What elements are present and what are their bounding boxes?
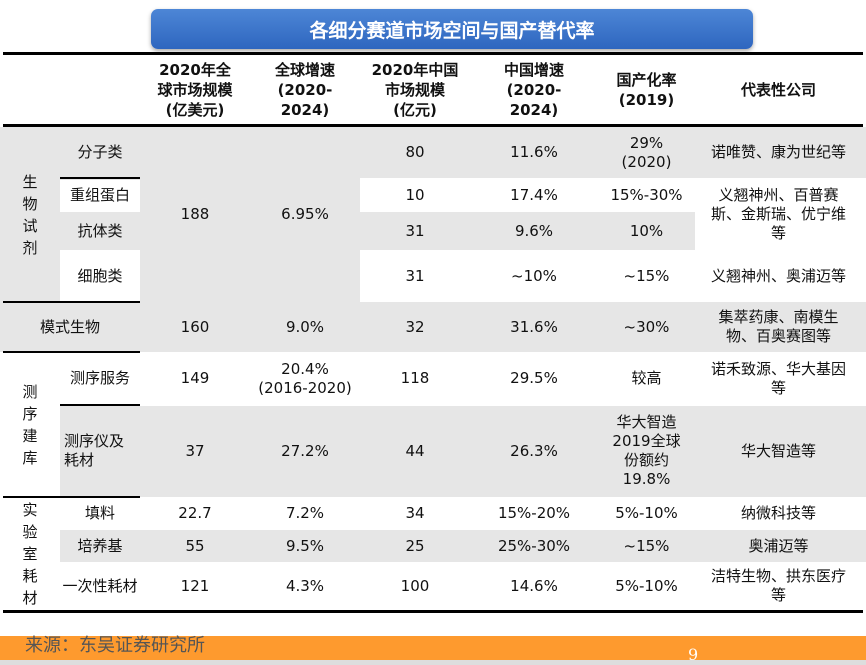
cell-model-cn-size: 32 — [405, 317, 425, 336]
cell-cell-cn-growth: ~10% — [511, 266, 557, 285]
row-name-cell: 细胞类 — [77, 266, 123, 285]
cell-molecular-cn-size: 80 — [405, 143, 425, 161]
cell-model-companies: 集萃药康、南模生物、百奥赛图等 — [718, 308, 839, 345]
cell-molecular-companies: 诺唯赞、康为世纪等 — [710, 143, 846, 161]
row-name-seqinst: 测序仪及耗材 — [64, 432, 125, 469]
cell-seqsvc-companies: 诺禾致源、华大基因等 — [710, 359, 846, 397]
cell-disposable-domestic: 5%-10% — [615, 576, 678, 595]
row-name-molecular: 分子类 — [77, 143, 123, 161]
cell-disposable-cn-size: 100 — [400, 576, 430, 595]
group-lab: 实验室耗材 — [22, 500, 38, 607]
cell-seqinst-cn-size: 44 — [405, 441, 425, 460]
row-name-disposable: 一次性耗材 — [62, 576, 138, 595]
header-cn-growth: 中国增速 (2020- 2024) — [503, 61, 564, 119]
header-domestic-rate: 国产化率 (2019) — [616, 71, 677, 109]
row-name-protein: 重组蛋白 — [69, 185, 130, 204]
cell-filler-domestic: 5%-10% — [615, 504, 678, 522]
cell-medium-global-size: 55 — [185, 536, 205, 555]
cell-bio-global-growth: 6.95% — [281, 205, 329, 223]
header-rule — [3, 124, 863, 127]
cell-model-global-size: 160 — [180, 317, 210, 336]
cell-seqinst-companies: 华大智造等 — [740, 441, 816, 460]
top-rule — [3, 52, 863, 55]
cell-filler-cn-growth: 15%-20% — [497, 504, 571, 522]
cell-medium-cn-growth: 25%-30% — [497, 536, 571, 555]
cell-seqinst-global-growth: 27.2% — [281, 441, 329, 460]
row-name-antibody: 抗体类 — [77, 221, 123, 240]
cell-seqinst-cn-growth: 26.3% — [510, 441, 558, 460]
bottom-rule — [3, 610, 863, 613]
cell-protein-companies: 义翘神州、百普赛斯、金斯瑞、优宁维等 — [710, 185, 846, 242]
cell-molecular-cn-growth: 11.6% — [510, 143, 558, 161]
cell-protein-cn-growth: 17.4% — [510, 185, 558, 204]
cell-protein-cn-size: 10 — [405, 185, 425, 204]
cell-medium-companies: 奥浦迈等 — [748, 536, 809, 555]
cell-medium-domestic: ~15% — [623, 536, 670, 555]
cell-antibody-domestic: 10% — [629, 221, 664, 240]
row-name-medium: 培养基 — [77, 536, 123, 555]
cell-cell-companies: 义翘神州、奥浦迈等 — [710, 266, 846, 285]
cell-model-domestic: ~30% — [623, 317, 670, 336]
cell-medium-global-growth: 9.5% — [285, 536, 325, 555]
cell-bio-global-size: 188 — [180, 205, 210, 223]
header-global-size: 2020年全 球市场规模 (亿美元) — [157, 61, 233, 119]
cell-disposable-companies: 洁特生物、拱东医疗等 — [710, 567, 846, 604]
cell-seqsvc-domestic: 较高 — [631, 369, 662, 387]
cell-seqinst-domestic: 华大智造2019全球份额约19.8% — [612, 413, 681, 488]
cell-seqsvc-cn-size: 118 — [400, 369, 430, 387]
page-number: 9 — [688, 645, 699, 664]
cell-seqsvc-global-size: 149 — [180, 369, 210, 387]
cell-antibody-cn-size: 31 — [405, 221, 425, 240]
cell-seqsvc-cn-growth: 29.5% — [510, 369, 558, 387]
cell-cell-domestic: ~15% — [623, 266, 670, 285]
header-global-growth: 全球增速 (2020- 2024) — [274, 61, 335, 119]
row-name-model: 模式生物 — [39, 317, 100, 336]
cell-disposable-global-size: 121 — [180, 576, 210, 595]
row-name-filler: 填料 — [84, 504, 115, 522]
cell-medium-cn-size: 25 — [405, 536, 425, 555]
cell-disposable-cn-growth: 14.6% — [510, 576, 558, 595]
cell-seqsvc-global-growth: 20.4% (2016-2020) — [258, 359, 352, 397]
source-note: 来源：东吴证券研究所 — [25, 635, 205, 656]
group-bio: 生物试剂 — [22, 172, 38, 257]
row-name-seqsvc: 测序服务 — [69, 369, 130, 387]
cell-protein-domestic: 15%-30% — [610, 185, 683, 204]
cell-seqinst-global-size: 37 — [185, 441, 205, 460]
cell-filler-global-size: 22.7 — [178, 504, 212, 522]
cell-model-global-growth: 9.0% — [285, 317, 325, 336]
cell-disposable-global-growth: 4.3% — [285, 576, 325, 595]
footer-bar — [0, 636, 866, 660]
slide-title: 各细分赛道市场空间与国产替代率 — [151, 9, 753, 49]
cell-filler-global-growth: 7.2% — [285, 504, 325, 522]
cell-filler-cn-size: 34 — [405, 504, 425, 522]
cell-molecular-domestic: 29% (2020) — [621, 133, 672, 171]
group-seq: 测序建库 — [22, 382, 38, 467]
header-companies: 代表性公司 — [740, 80, 816, 99]
cell-filler-companies: 纳微科技等 — [740, 504, 816, 522]
header-cn-size: 2020年中国 市场规模 (亿元) — [371, 61, 459, 119]
cell-model-cn-growth: 31.6% — [510, 317, 558, 336]
cell-antibody-cn-growth: 9.6% — [514, 221, 554, 240]
cell-cell-cn-size: 31 — [405, 266, 425, 285]
